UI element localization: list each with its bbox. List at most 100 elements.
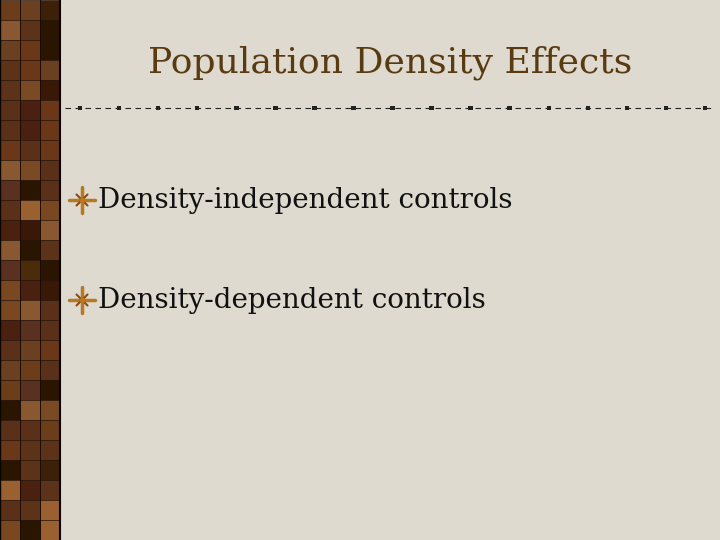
Bar [20,180,40,200]
Bar [40,400,60,420]
Bar [40,500,60,520]
Bar [40,100,60,120]
Bar [20,260,40,280]
Bar [664,106,668,110]
Bar [703,106,707,110]
Bar [78,106,82,110]
Bar [40,140,60,160]
Bar [312,106,317,110]
Bar [20,100,40,120]
Bar [20,160,40,180]
Bar [508,106,512,110]
Bar [40,220,60,240]
Bar [40,40,60,60]
Bar [0,40,20,60]
Bar [40,340,60,360]
Bar [40,480,60,500]
Bar [40,180,60,200]
Bar [20,400,40,420]
Bar [20,500,40,520]
Bar [40,160,60,180]
Bar [20,240,40,260]
Bar [40,260,60,280]
Bar [20,120,40,140]
Bar [20,40,40,60]
Bar [0,0,20,20]
Bar [20,280,40,300]
Bar [40,120,60,140]
Bar [0,100,20,120]
Text: Density-dependent controls: Density-dependent controls [98,287,486,314]
Bar [20,320,40,340]
Bar [20,60,40,80]
Bar [20,80,40,100]
Bar [0,20,20,40]
Bar [469,106,473,110]
Bar [20,520,40,540]
Bar [0,180,20,200]
Bar [40,520,60,540]
Bar [20,140,40,160]
Bar [0,500,20,520]
Bar [20,440,40,460]
Bar [0,480,20,500]
Bar [20,340,40,360]
Bar [40,320,60,340]
Bar [546,106,551,110]
Text: Population Density Effects: Population Density Effects [148,45,632,79]
Bar [20,300,40,320]
Bar [20,220,40,240]
Bar [20,0,40,20]
Bar [351,106,356,110]
Bar [0,240,20,260]
Bar [0,420,20,440]
Bar [0,380,20,400]
Bar [0,120,20,140]
Bar [20,20,40,40]
Bar [40,80,60,100]
Bar [0,220,20,240]
Bar [273,106,278,110]
Bar [40,280,60,300]
Bar [156,106,161,110]
Bar [40,20,60,40]
Bar [40,300,60,320]
Bar [40,0,60,20]
Bar [585,106,590,110]
Bar [0,320,20,340]
Bar [0,300,20,320]
Bar [40,420,60,440]
Bar [0,460,20,480]
Bar [40,60,60,80]
Bar [0,60,20,80]
Bar [20,360,40,380]
Bar [40,200,60,220]
Text: Density-independent controls: Density-independent controls [98,186,513,213]
Bar [0,200,20,220]
Bar [0,140,20,160]
Bar [20,380,40,400]
Bar [0,520,20,540]
Bar [20,480,40,500]
Bar [625,106,629,110]
Bar [117,106,121,110]
Bar [390,106,395,110]
Bar [40,240,60,260]
Bar [0,80,20,100]
Bar [0,440,20,460]
Bar [40,460,60,480]
Bar [234,106,238,110]
Bar [0,360,20,380]
Bar [20,460,40,480]
Bar [0,260,20,280]
Bar [40,440,60,460]
Bar [0,280,20,300]
Bar [0,400,20,420]
Bar [20,200,40,220]
Bar [40,380,60,400]
Bar [195,106,199,110]
Bar [20,420,40,440]
Bar [0,340,20,360]
Bar [40,360,60,380]
Bar [0,160,20,180]
